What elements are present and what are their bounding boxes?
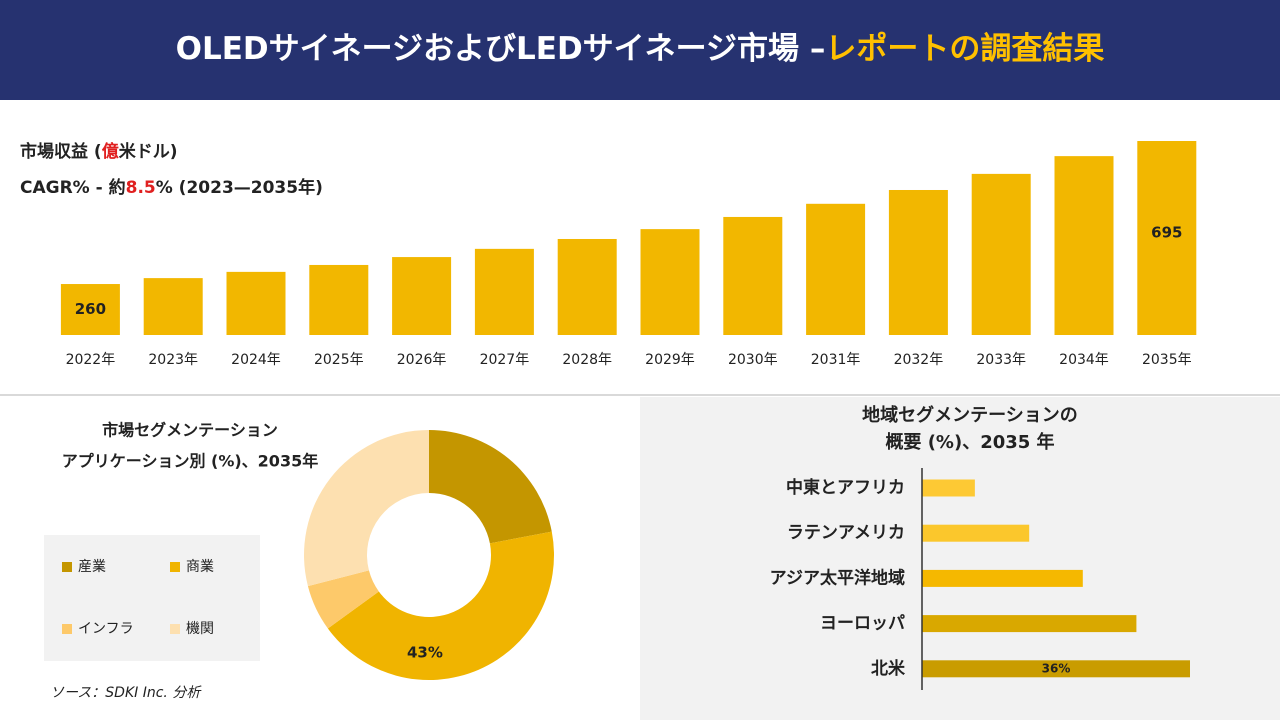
hbar [922, 479, 975, 497]
y-tick-label: 中東とアフリカ [786, 477, 905, 498]
bar [392, 257, 452, 335]
hbar-title: 地域セグメンテーションの [862, 404, 1078, 426]
data-label: 695 [1151, 224, 1182, 242]
bar-subtitle-part: % (2023—2035年) [156, 177, 323, 198]
bar [60, 284, 120, 335]
bar [1054, 156, 1114, 335]
x-tick-label: 2028年 [562, 352, 612, 368]
bar-title-part: 市場収益 ( [20, 141, 102, 162]
bar [806, 203, 866, 335]
data-label: 36% [1042, 661, 1071, 675]
bar [557, 238, 617, 335]
bar [1137, 141, 1197, 335]
y-tick-label: 北米 [871, 658, 906, 679]
y-tick-label: ラテンアメリカ [787, 523, 905, 543]
legend-box [44, 535, 260, 661]
title-highlight: レポートの調査結果 [825, 31, 1104, 67]
bar-subtitle-part: CAGR% - 約 [20, 177, 126, 198]
hbar-title: 概要 (%)、2035 年 [885, 431, 1054, 453]
bar-title-part: 米ドル) [119, 141, 178, 162]
x-tick-label: 2026年 [397, 352, 447, 368]
bar [640, 229, 700, 335]
legend-swatch [62, 624, 72, 634]
legend-label: 商業 [186, 559, 214, 575]
bar [143, 278, 203, 335]
title-main: OLEDサイネージおよびLEDサイネージ市場 – [176, 31, 826, 67]
x-tick-label: 2030年 [728, 352, 778, 368]
donut-title: 市場セグメンテーション [102, 421, 278, 440]
hbar [922, 569, 1083, 587]
y-tick-label: アジア太平洋地域 [770, 567, 905, 588]
bar [888, 189, 948, 335]
x-tick-label: 2033年 [976, 352, 1026, 368]
data-label: 43% [407, 643, 443, 661]
bar [309, 264, 369, 335]
hbar [922, 615, 1137, 633]
bar-title-part: 億 [102, 141, 119, 162]
x-tick-label: 2022年 [66, 352, 116, 368]
bar-subtitle-part: 8.5 [126, 178, 156, 198]
donut-slice [429, 430, 552, 544]
bar-title: 市場収益 (億米ドル) [20, 141, 177, 162]
legend-label: 機関 [186, 621, 214, 637]
bar [971, 173, 1031, 335]
x-tick-label: 2032年 [894, 352, 944, 368]
bar-subtitle: CAGR% - 約8.5% (2023—2035年) [20, 177, 323, 198]
donut-slice [304, 430, 429, 587]
y-tick-label: ヨーロッパ [820, 614, 905, 634]
legend-label: 産業 [78, 559, 106, 575]
source-note: ソース：SDKI Inc. 分析 [50, 685, 202, 701]
legend-swatch [62, 562, 72, 572]
x-tick-label: 2035年 [1142, 352, 1192, 368]
donut-slice [327, 531, 554, 681]
x-tick-label: 2034年 [1059, 352, 1109, 368]
x-tick-label: 2023年 [148, 352, 198, 368]
hbar [922, 660, 1190, 678]
bar [723, 216, 783, 335]
legend-swatch [170, 562, 180, 572]
header-title: OLEDサイネージおよびLEDサイネージ市場 –レポートの調査結果 [176, 31, 1105, 67]
header-bar [0, 0, 1280, 100]
x-tick-label: 2025年 [314, 352, 364, 368]
x-tick-label: 2027年 [480, 352, 530, 368]
x-tick-label: 2031年 [811, 352, 861, 368]
hbar [922, 524, 1030, 542]
bar [474, 248, 534, 335]
donut-slice [307, 570, 379, 629]
donut-title: アプリケーション別 (%)、2035年 [62, 452, 318, 471]
legend-label: インフラ [78, 621, 134, 637]
x-tick-label: 2029年 [645, 352, 695, 368]
legend-swatch [170, 624, 180, 634]
x-tick-label: 2024年 [231, 352, 281, 368]
data-label: 260 [75, 300, 106, 318]
bar [226, 271, 286, 335]
